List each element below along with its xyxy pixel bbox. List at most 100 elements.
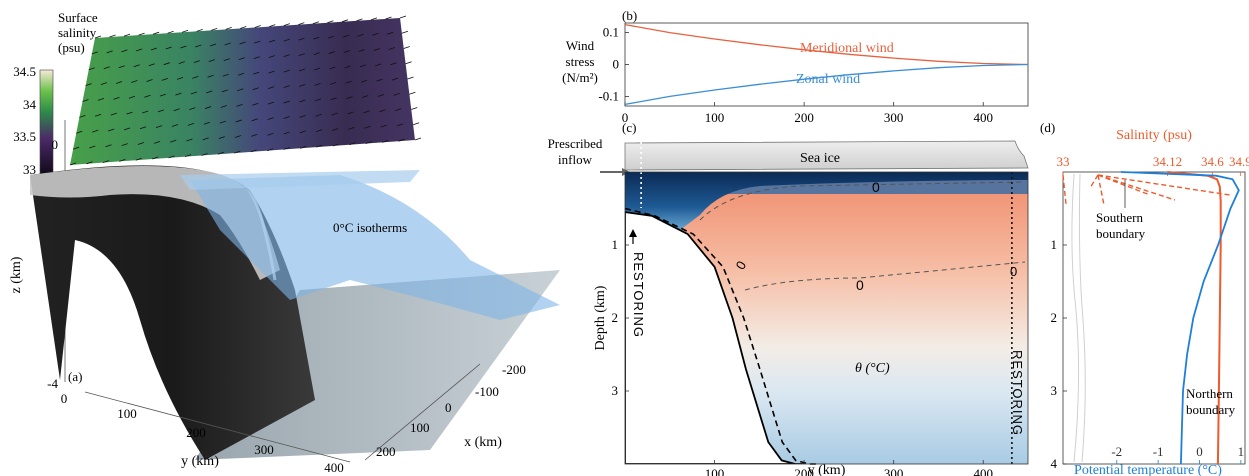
wind-arrow [364,125,371,129]
wind-arrow [195,44,202,48]
wind-arrow [235,119,242,123]
wind-arrow [398,138,405,142]
wind-arrow [86,161,93,165]
wind-arrow [234,135,242,138]
wind-arrow [345,80,352,84]
wind-arrow [298,37,305,41]
svg-text:100: 100 [410,420,430,435]
wind-arrow [115,81,123,84]
temperature-profile-line [1120,171,1240,465]
wind-arrow [146,79,153,82]
wind-arrow [379,109,386,113]
wind-arrow [237,72,245,76]
panel-a: Surface salinity (psu) 34.5 34 33.5 33 0… [9,10,560,475]
wind-arrow [328,51,335,54]
wind-arrow [348,127,355,130]
wind-arrow [341,19,349,23]
wind-arrow [380,124,387,128]
wind-arrow [283,100,290,104]
svg-text:400: 400 [324,460,344,475]
wind-arrow [313,52,320,55]
wind-arrow [268,39,276,43]
svg-text:100: 100 [117,406,137,421]
svg-text:Southern: Southern [1096,210,1143,225]
x-ticks: -200 -100 0 100 200 [376,362,526,459]
wind-arrow [196,28,203,32]
wind-arrow [237,88,244,92]
wind-arrow [375,63,382,67]
wind-arrow [218,136,225,140]
wind-arrow [108,128,115,132]
panel-c: (c) Sea ice Prescribed inflow 0 0 0 0 θ … [548,120,1029,476]
wind-arrow [315,129,323,133]
wind-arrow [267,101,275,105]
wind-arrow [219,120,226,124]
wind-arrow [76,130,83,134]
wind-arrow [207,74,214,78]
y-tick-label: 3 [1051,383,1058,398]
svg-text:34.5: 34.5 [13,64,36,79]
wind-arrow [313,36,320,40]
wind-arrow [267,117,274,121]
x-tick-label: 200 [794,466,814,476]
y-tick-label: 3 [612,383,619,398]
svg-text:salinity: salinity [58,25,97,40]
y-tick-label: 2 [612,310,619,325]
svg-text:0: 0 [445,400,452,415]
isotherm-surface [190,175,560,320]
svg-text:0: 0 [61,391,68,406]
zonal-label: Zonal wind [796,72,860,87]
top-tick-label: 34.9 [1229,154,1249,169]
svg-text:boundary: boundary [1186,402,1236,417]
wind-arrow [342,34,349,38]
meridional-label: Meridional wind [800,41,894,56]
wind-arrow [222,73,229,77]
x-tick-label: 0 [622,110,629,125]
wind-arrow [254,40,261,44]
y-tick-label: 2 [1051,310,1058,325]
bottom-tick-label: -2 [1111,444,1122,459]
wind-arrow [105,144,112,148]
wind-arrow [298,22,305,26]
wind-arrow [349,142,356,146]
wind-arrow [360,79,368,83]
wind-arrow [148,63,155,67]
restoring-right: RESTORING [1010,350,1025,436]
wind-arrow [238,57,245,61]
wind-arrow [69,162,77,166]
wind-arrow [414,137,422,141]
wind-arrow [97,98,105,101]
wind-arrow [283,131,290,135]
wind-arrow [79,114,86,118]
wind-arrow [72,146,80,150]
salinity-colorbar [39,69,54,176]
wind-arrow [234,150,241,154]
wind-arrow [377,94,385,97]
wind-arrow [168,155,175,159]
wind-arrow [189,107,196,111]
svg-text:inflow: inflow [558,152,593,167]
wind-arrow [161,78,168,81]
wind-arrow [314,98,322,102]
x-axis-label: y (km) [808,463,846,476]
wind-arrow [225,27,232,30]
wind-arrow [150,47,158,51]
colorbar-ticks: 34.5 34 33.5 33 [13,64,36,177]
x-tick-label: 100 [705,466,725,476]
wind-arrow [224,42,231,46]
wind-arrow [330,97,337,101]
series-line-meridional [624,23,1029,66]
wind-arrow [299,145,307,149]
y-tick-label: 4 [1051,456,1058,471]
y-axis-line [84,391,351,463]
wind-arrow [315,113,322,117]
wind-arrows [69,15,422,166]
wind-arrow [175,92,182,96]
wind-arrow [370,17,378,21]
wind-arrow [180,45,187,49]
wind-arrow [359,64,367,68]
y-tick-label: 1 [612,237,619,252]
wind-arrow [192,75,199,79]
wind-arrow [208,59,215,63]
contour-label-3: 0 [1010,264,1017,279]
